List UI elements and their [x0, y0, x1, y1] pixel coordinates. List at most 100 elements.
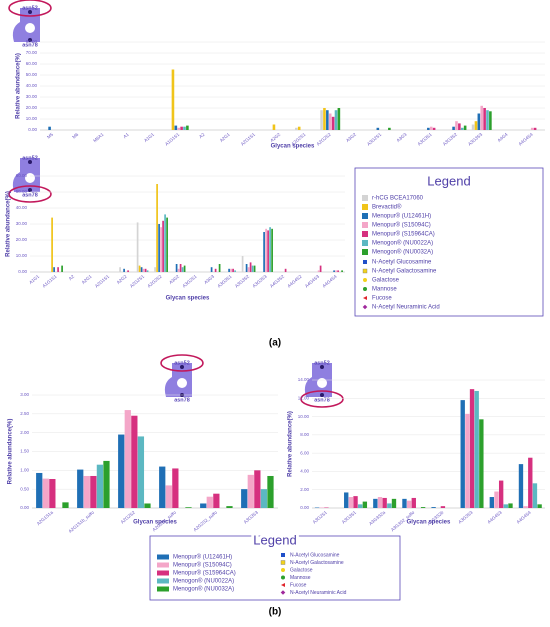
- bar: [269, 227, 271, 272]
- x-tick-label: A2G1: [81, 274, 93, 286]
- bar: [125, 410, 131, 508]
- x-tick-label: A3G3S3: [243, 510, 260, 525]
- bar: [427, 128, 430, 130]
- bar: [180, 127, 183, 130]
- x-tick-label: A3G3S1: [417, 132, 434, 147]
- panel-label: (a): [269, 338, 281, 349]
- bar: [378, 497, 382, 508]
- legend-label: Menopur® (U12461H): [372, 213, 431, 220]
- bar: [185, 507, 191, 508]
- bar: [118, 435, 124, 508]
- glycan-symbol: [363, 260, 367, 264]
- bar: [363, 502, 367, 508]
- bar: [271, 229, 273, 272]
- bar: [254, 266, 256, 272]
- bar: [61, 266, 63, 272]
- bar: [430, 127, 433, 130]
- bar: [137, 222, 139, 272]
- bar: [144, 503, 150, 508]
- legend-label: Galactose: [372, 278, 400, 284]
- bar: [159, 467, 165, 508]
- bar: [534, 128, 537, 130]
- x-tick-label: A4G4S3: [304, 274, 321, 289]
- y-tick-label: 2.00: [20, 430, 29, 435]
- legend-label: N-Acetyl Neuraminic Acid: [290, 590, 347, 596]
- bar: [533, 483, 537, 508]
- bar: [486, 110, 489, 130]
- y-tick-label: 0.00: [18, 269, 27, 274]
- bar: [145, 269, 147, 272]
- bar: [382, 498, 386, 508]
- legend-label: N-Acetyl Glucosamine: [290, 552, 340, 558]
- legend-swatch: [157, 587, 169, 592]
- bar: [48, 127, 51, 130]
- y-tick-label: 0.50: [20, 486, 29, 491]
- site-label: asn52: [174, 360, 190, 366]
- bar: [341, 270, 343, 272]
- bar: [103, 461, 109, 508]
- bar: [344, 492, 348, 508]
- legend-swatch: [362, 240, 368, 246]
- x-tick-label: A1G1: [28, 274, 40, 286]
- glycan-symbol: [281, 568, 285, 572]
- x-tick-label: A3G2S1: [181, 274, 198, 289]
- bar: [464, 126, 467, 130]
- bar: [184, 266, 186, 272]
- x-tick-label: A4G4S4: [518, 132, 535, 147]
- bar: [388, 128, 391, 130]
- y-tick-label: 20.00: [26, 105, 38, 110]
- x-tick-label: A3G3S2: [442, 132, 459, 147]
- y-tick-label: 0.00: [300, 505, 309, 510]
- glycan-symbol: [281, 576, 285, 580]
- y-tick-label: 30.00: [26, 94, 38, 99]
- bar: [228, 269, 230, 272]
- glycan-symbol: [281, 553, 285, 557]
- bar: [461, 128, 464, 130]
- protein-hole: [25, 23, 35, 33]
- x-tick-label: A2G2: [116, 274, 128, 286]
- legend-label: r-hCG BCEA17060: [372, 196, 424, 202]
- y-tick-label: 30.00: [16, 221, 28, 226]
- bar: [499, 481, 503, 508]
- bar: [407, 501, 411, 508]
- legend-title: Legend: [253, 532, 296, 547]
- x-tick-label: A3G3S1: [216, 274, 233, 289]
- bar: [156, 184, 158, 272]
- y-axis-label: Relative abundance(%): [16, 53, 22, 119]
- bar: [519, 464, 523, 508]
- y-tick-label: 2.50: [20, 411, 29, 416]
- x-tick-label: A3G3S3: [467, 132, 484, 147]
- bar: [207, 497, 213, 508]
- x-tick-label: M5: [46, 132, 54, 140]
- bar: [215, 269, 217, 272]
- bar: [154, 267, 156, 272]
- bar: [248, 475, 254, 508]
- site-label: asn52: [22, 5, 38, 11]
- protein-hole: [177, 378, 187, 388]
- x-tick-label: A1: [122, 132, 130, 140]
- bar: [333, 270, 335, 272]
- bar: [200, 503, 206, 508]
- x-tick-label: A2G1: [219, 132, 231, 144]
- legend-swatch: [157, 563, 169, 568]
- x-tick-label: A2G1S1: [240, 132, 257, 147]
- bar: [267, 476, 273, 508]
- bar: [138, 436, 144, 508]
- legend-swatch: [362, 213, 368, 219]
- bar: [332, 117, 335, 130]
- bar: [402, 499, 406, 508]
- bar: [141, 267, 143, 272]
- bar: [62, 502, 68, 508]
- bar: [234, 270, 236, 272]
- bar: [177, 128, 180, 130]
- bar: [248, 267, 250, 272]
- legend-label: Menopur® (S15094C): [173, 562, 232, 569]
- bar: [295, 128, 298, 130]
- x-tick-label: A1G1S1: [164, 132, 181, 147]
- panel-label: (b): [269, 607, 282, 618]
- bar: [143, 269, 145, 272]
- bar: [213, 494, 219, 508]
- legend-label: Menogon® (NU0032A): [372, 249, 433, 256]
